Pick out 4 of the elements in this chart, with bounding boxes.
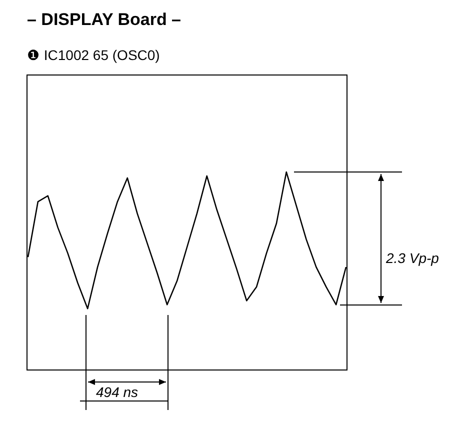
chart-subtitle: ❶ IC1002 65 (OSC0) bbox=[27, 47, 160, 63]
text: 2.3 Vp-p bbox=[386, 250, 439, 266]
text: 494 ns bbox=[96, 384, 138, 400]
chart-title: – DISPLAY Board – bbox=[27, 10, 182, 30]
